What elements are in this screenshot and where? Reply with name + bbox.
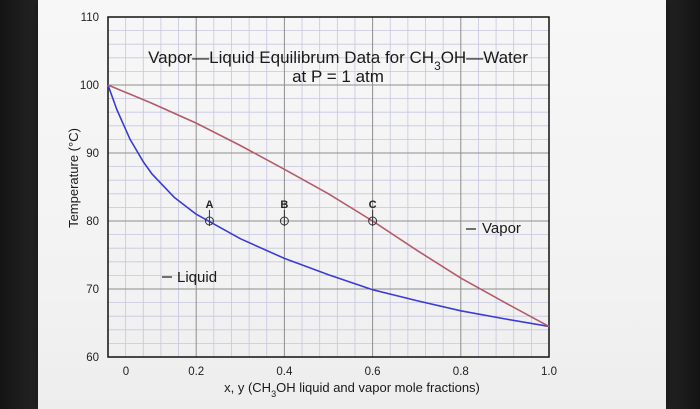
chart-subtitle: at P = 1 atm xyxy=(292,67,384,86)
x-tick-label: 0.8 xyxy=(453,366,469,378)
x-tick-label: 1.0 xyxy=(541,366,557,378)
vapor-label: Vapor xyxy=(482,220,521,237)
paper-sheet xyxy=(38,0,666,409)
minor-gridlines xyxy=(108,17,549,357)
x-tick-label: 0.4 xyxy=(276,366,293,378)
y-tick-label: 70 xyxy=(86,284,99,296)
point-label-c: C xyxy=(369,199,377,211)
series-line-vapor xyxy=(107,84,550,328)
chart-title: Vapor—Liquid Equilibrum Data for CH3OH—W… xyxy=(148,48,528,73)
major-gridlines xyxy=(108,17,549,357)
x-tick-label: 0 xyxy=(123,366,129,378)
point-label-b: B xyxy=(280,199,288,211)
liquid-label: Liquid xyxy=(177,269,217,286)
y-axis-title: Temperature (°C) xyxy=(66,128,81,228)
series-line-liquid xyxy=(107,84,550,328)
x-tick-label: 0.2 xyxy=(188,366,204,378)
y-tick-label: 100 xyxy=(80,80,99,92)
y-tick-label: 110 xyxy=(81,12,99,24)
plot-frame xyxy=(107,16,550,358)
y-tick-label: 60 xyxy=(86,352,99,364)
x-axis-title: x, y (CH3OH liquid and vapor mole fracti… xyxy=(224,380,480,399)
y-tick-label: 80 xyxy=(86,216,99,228)
y-tick-label: 90 xyxy=(86,148,99,160)
point-label-a: A xyxy=(205,199,213,211)
y-tick-labels: 60 70 80 90 100 110 xyxy=(80,12,99,364)
series-layer xyxy=(107,84,550,328)
x-tick-labels: 0 0.2 0.4 0.6 0.8 1.0 xyxy=(123,366,557,378)
points-layer: A B C xyxy=(204,199,378,226)
x-tick-label: 0.6 xyxy=(365,366,381,378)
